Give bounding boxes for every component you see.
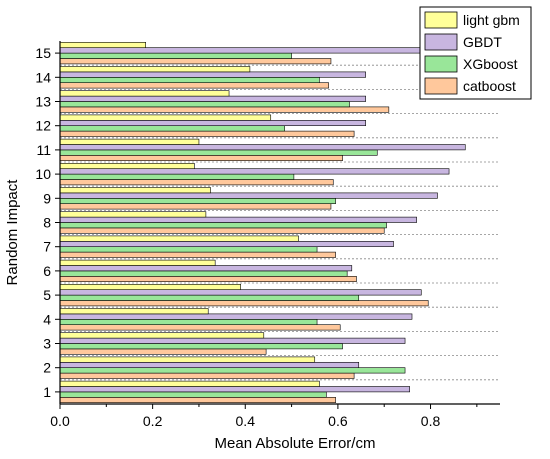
- bar-catboost-3: [59, 348, 267, 355]
- bar-catboost-14: [59, 82, 329, 89]
- bar-gbdt-3: [59, 337, 406, 344]
- bar-light-gbm-13: [59, 90, 230, 97]
- bar-gbdt-13: [59, 95, 366, 102]
- bar-xgboost-8: [59, 222, 387, 229]
- bar-gbdt-2: [59, 361, 360, 368]
- y-tick-label: 2: [43, 360, 51, 376]
- bar-light-gbm-6: [59, 259, 216, 266]
- y-tick-label: 12: [35, 118, 51, 134]
- bar-catboost-10: [59, 179, 334, 186]
- bar-xgboost-9: [59, 198, 336, 205]
- y-tick-label: 1: [43, 384, 51, 400]
- legend-swatch: [424, 77, 458, 95]
- y-tick-label: 14: [35, 69, 51, 85]
- legend-swatch: [424, 11, 458, 29]
- bar-gbdt-1: [59, 386, 410, 393]
- bar-light-gbm-5: [59, 283, 241, 290]
- bar-light-gbm-14: [59, 66, 251, 73]
- legend-swatch: [424, 55, 458, 73]
- bar-catboost-2: [59, 372, 355, 379]
- x-tick-label: 0.6: [328, 413, 348, 429]
- x-tick-label: 0.8: [421, 413, 441, 429]
- legend-label: catboost: [463, 78, 516, 94]
- bar-gbdt-4: [59, 313, 413, 320]
- y-tick-label: 11: [36, 142, 51, 158]
- bar-xgboost-15: [59, 52, 292, 59]
- bar-catboost-11: [59, 155, 343, 162]
- bar-light-gbm-11: [59, 138, 200, 145]
- y-tick-label: 7: [43, 239, 51, 255]
- y-tick-label: 10: [35, 166, 51, 182]
- x-tick-label: 0.2: [143, 413, 163, 429]
- bar-light-gbm-1: [59, 380, 320, 387]
- bar-catboost-6: [59, 275, 357, 282]
- bar-xgboost-7: [59, 246, 318, 253]
- bar-gbdt-15: [59, 47, 422, 54]
- x-axis-ticks: 0.0 0.2 0.4 0.6 0.8: [50, 404, 478, 429]
- bar-light-gbm-4: [59, 308, 209, 315]
- bar-xgboost-1: [59, 391, 327, 398]
- category-separators: [60, 64, 500, 381]
- bar-xgboost-6: [59, 270, 348, 277]
- y-tick-label: 5: [43, 287, 51, 303]
- bar-xgboost-11: [59, 149, 378, 156]
- bar-catboost-7: [59, 251, 336, 258]
- y-tick-label: 15: [35, 45, 51, 61]
- bar-xgboost-3: [59, 343, 343, 350]
- y-tick-label: 8: [43, 215, 51, 231]
- bar-light-gbm-12: [59, 114, 272, 121]
- bar-catboost-15: [59, 58, 332, 65]
- bar-catboost-12: [59, 130, 355, 137]
- bar-gbdt-14: [59, 71, 366, 78]
- bar-light-gbm-9: [59, 187, 211, 194]
- bar-xgboost-12: [59, 125, 285, 132]
- bar-light-gbm-15: [59, 41, 146, 48]
- bar-xgboost-14: [59, 77, 320, 84]
- y-tick-label: 4: [43, 311, 51, 327]
- bar-catboost-1: [59, 396, 336, 403]
- legend-swatch: [424, 33, 458, 51]
- y-axis-title: Random Impact: [4, 179, 21, 286]
- bar-gbdt-9: [59, 192, 438, 199]
- legend-label: XGboost: [463, 56, 518, 72]
- y-tick-label: 6: [43, 263, 51, 279]
- bar-xgboost-4: [59, 318, 318, 325]
- legend: light gbm GBDT XGboost catboost: [419, 6, 532, 100]
- bar-light-gbm-8: [59, 211, 207, 218]
- bar-catboost-8: [59, 227, 385, 234]
- bar-gbdt-12: [59, 120, 366, 127]
- bar-light-gbm-3: [59, 332, 265, 339]
- x-axis-title: Mean Absolute Error/cm: [215, 435, 376, 452]
- y-tick-label: 13: [35, 94, 51, 110]
- bar-catboost-5: [59, 300, 429, 307]
- bar-catboost-13: [59, 106, 390, 113]
- x-tick-label: 0.4: [236, 413, 256, 429]
- y-tick-label: 3: [43, 336, 51, 352]
- x-tick-label: 0.0: [50, 413, 70, 429]
- bar-gbdt-8: [59, 216, 417, 223]
- bar-catboost-4: [59, 324, 341, 331]
- bar-xgboost-13: [59, 101, 350, 108]
- bar-xgboost-2: [59, 367, 406, 374]
- bar-light-gbm-7: [59, 235, 299, 242]
- bar-gbdt-6: [59, 265, 353, 272]
- bar-xgboost-10: [59, 173, 295, 180]
- bar-catboost-9: [59, 203, 332, 210]
- legend-label: GBDT: [463, 34, 502, 50]
- y-tick-label: 9: [43, 190, 51, 206]
- bar-gbdt-11: [59, 144, 466, 151]
- bar-gbdt-5: [59, 289, 422, 296]
- legend-label: light gbm: [463, 12, 520, 28]
- bar-xgboost-5: [59, 294, 360, 301]
- bar-gbdt-10: [59, 168, 450, 175]
- bar-light-gbm-2: [59, 356, 316, 363]
- bar-light-gbm-10: [59, 163, 195, 170]
- bar-gbdt-7: [59, 241, 394, 248]
